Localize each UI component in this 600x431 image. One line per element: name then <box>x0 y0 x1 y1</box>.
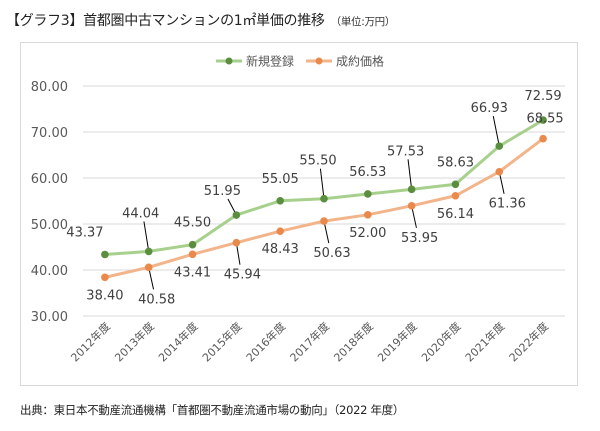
x-tick-label: 2017年度 <box>287 319 332 364</box>
data-label: 43.37 <box>66 225 103 240</box>
data-label: 72.59 <box>524 89 561 104</box>
data-point <box>232 211 241 219</box>
data-point <box>495 167 504 176</box>
x-tick-label: 2022年度 <box>506 319 551 364</box>
data-label: 55.50 <box>299 154 336 169</box>
leader-line <box>492 116 500 147</box>
chart-frame <box>20 42 578 386</box>
data-label: 51.95 <box>204 184 241 199</box>
series-markers <box>101 116 547 282</box>
leader-line <box>319 168 325 199</box>
data-point <box>101 250 109 259</box>
y-tick-label: 40.00 <box>31 264 68 279</box>
chart-title: 【グラフ3】首都圏中古マンションの1㎡単価の推移 （単位:万円） <box>6 10 395 30</box>
data-point <box>495 142 504 150</box>
y-tick-label: 50.00 <box>31 218 68 233</box>
data-point <box>101 273 109 282</box>
legend-swatch-marker <box>315 57 323 65</box>
x-tick-label: 2014年度 <box>155 319 200 364</box>
source-note: 出典：東日本不動産流通機構「首都圏不動産流通市場の動向」（2022 年度） <box>20 403 405 417</box>
data-point <box>232 238 241 247</box>
data-point <box>276 196 284 205</box>
data-label: 52.00 <box>349 226 386 241</box>
data-point <box>364 190 372 198</box>
data-point <box>407 185 416 194</box>
unit-label: （単位:万円） <box>330 16 396 28</box>
data-point <box>188 240 197 249</box>
y-tick-label: 70.00 <box>31 126 68 141</box>
x-tick-label: 2016年度 <box>243 319 288 364</box>
x-tick-label: 2012年度 <box>68 319 113 364</box>
data-label: 40.58 <box>138 292 175 307</box>
data-label: 68.55 <box>526 112 563 127</box>
x-tick-label: 2021年度 <box>462 319 507 364</box>
y-tick-label: 60.00 <box>31 172 68 187</box>
data-point <box>364 211 372 219</box>
leader-line <box>407 159 413 190</box>
data-label: 66.93 <box>471 101 508 116</box>
x-tick-label: 2020年度 <box>418 319 463 364</box>
x-tick-label: 2013年度 <box>112 319 157 364</box>
data-point <box>539 116 547 124</box>
data-label: 61.36 <box>489 197 526 212</box>
data-point <box>188 250 197 259</box>
data-label: 45.50 <box>174 216 211 231</box>
chart-title-text: 【グラフ3】首都圏中古マンションの1㎡単価の推移 <box>6 13 325 29</box>
legend: 新規登録 成約価格 <box>216 54 384 69</box>
data-label: 57.53 <box>387 144 424 159</box>
data-label: 44.04 <box>122 206 159 221</box>
gridlines <box>83 85 565 317</box>
data-point <box>144 247 153 256</box>
data-label: 53.95 <box>401 231 438 246</box>
data-point <box>451 191 460 200</box>
y-tick-label: 80.00 <box>31 80 68 95</box>
data-point <box>276 227 284 236</box>
data-label: 43.41 <box>174 265 211 280</box>
legend-swatch-marker <box>225 57 233 65</box>
y-tick-label: 30.00 <box>31 310 68 325</box>
data-label: 50.63 <box>313 246 350 261</box>
leader-lines <box>143 116 505 290</box>
data-point <box>539 134 547 143</box>
data-point <box>320 194 328 203</box>
data-label: 58.63 <box>437 155 474 170</box>
x-axis-ticks: 2012年度 2013年度 2014年度 2015年度 2016年度 2017年度 2018… <box>68 319 551 364</box>
data-label: 48.43 <box>262 242 299 257</box>
data-point <box>144 263 153 272</box>
data-point <box>407 202 416 210</box>
legend-label: 成約価格 <box>336 54 384 69</box>
leader-line <box>143 221 150 252</box>
data-label: 56.14 <box>437 207 474 222</box>
data-label: 45.94 <box>224 268 261 283</box>
x-tick-label: 2015年度 <box>199 319 244 364</box>
x-tick-label: 2019年度 <box>375 319 420 364</box>
data-label: 38.40 <box>86 288 123 303</box>
data-point <box>451 180 460 189</box>
data-label: 55.05 <box>262 172 299 187</box>
x-tick-label: 2018年度 <box>331 319 376 364</box>
data-point <box>320 217 328 225</box>
y-axis-ticks: 30.00 40.00 50.00 60.00 70.00 80.00 <box>31 80 68 325</box>
series-line-new-listing <box>104 118 544 256</box>
legend-label: 新規登録 <box>246 54 294 69</box>
data-label: 56.53 <box>349 165 386 180</box>
